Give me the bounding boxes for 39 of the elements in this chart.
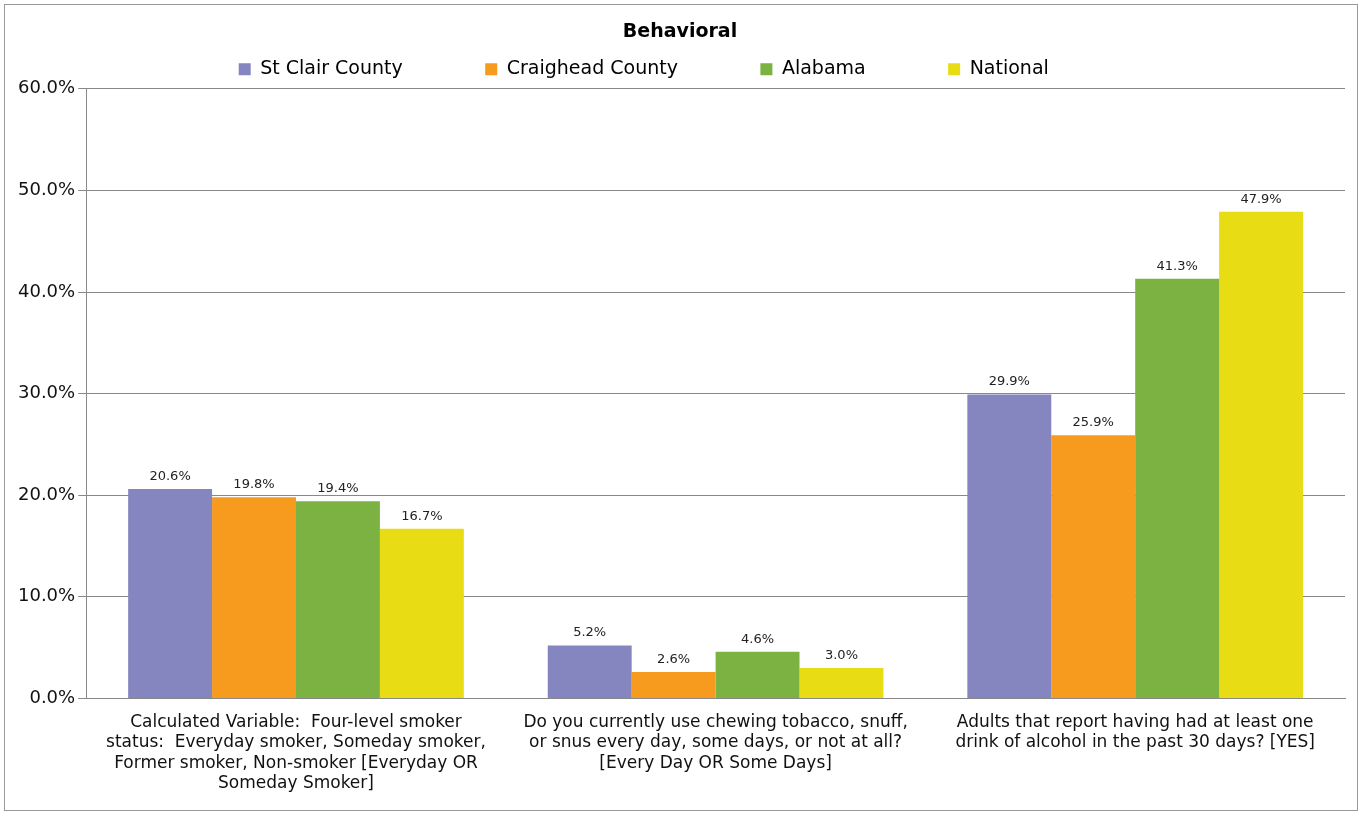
data-label: 19.8% (233, 476, 275, 492)
y-tick-label: 20.0% (17, 482, 76, 504)
bar (799, 667, 884, 698)
x-tick-label: Calculated Variable: Four-level smoker status: Everyday smoker, Someday smoker, Former smoker, Non-smoker [Everyday OR Someday Smoker] (106, 711, 486, 793)
y-tick-label: 50.0% (17, 178, 76, 200)
data-label: 3.0% (824, 646, 858, 662)
legend-label: Alabama (781, 56, 939, 79)
data-label: 4.6% (741, 630, 775, 646)
x-tick-label: Adults that report having had at least one drink of alcohol in the past 30 days? [YES] (955, 711, 1316, 752)
data-label: 2.6% (657, 650, 691, 666)
data-label: 5.2% (573, 624, 607, 640)
bar (212, 497, 296, 698)
y-tick-label: 60.0% (17, 76, 76, 98)
bar (1219, 211, 1304, 698)
bar (967, 394, 1052, 698)
legend-label: National (969, 56, 1122, 79)
data-label: 29.9% (988, 373, 1030, 389)
bar (631, 671, 716, 698)
y-tick-label: 40.0% (17, 279, 76, 301)
data-label: 20.6% (149, 467, 191, 483)
y-tick-label: 10.0% (17, 584, 76, 606)
data-label: 47.9% (1240, 190, 1282, 206)
data-label: 19.4% (317, 480, 359, 496)
bar (1135, 278, 1220, 698)
bar (295, 501, 380, 698)
bar (128, 489, 213, 698)
bar (1051, 435, 1136, 698)
data-label: 16.7% (401, 507, 443, 523)
legend-label: St Clair County (260, 56, 476, 79)
data-label: 25.9% (1072, 414, 1114, 430)
legend-label: Craighead County (506, 56, 751, 79)
data-label: 41.3% (1156, 257, 1198, 273)
bar (379, 528, 464, 698)
y-tick-label: 30.0% (17, 381, 76, 403)
x-tick-label: Do you currently use chewing tobacco, snuff, or snus every day, some days, or not at all? [Every Day OR Some Days] (523, 711, 908, 772)
bar (547, 645, 632, 698)
bar (715, 651, 800, 698)
y-tick-label: 0.0% (29, 686, 76, 708)
chart-title: Behavioral (622, 19, 738, 42)
